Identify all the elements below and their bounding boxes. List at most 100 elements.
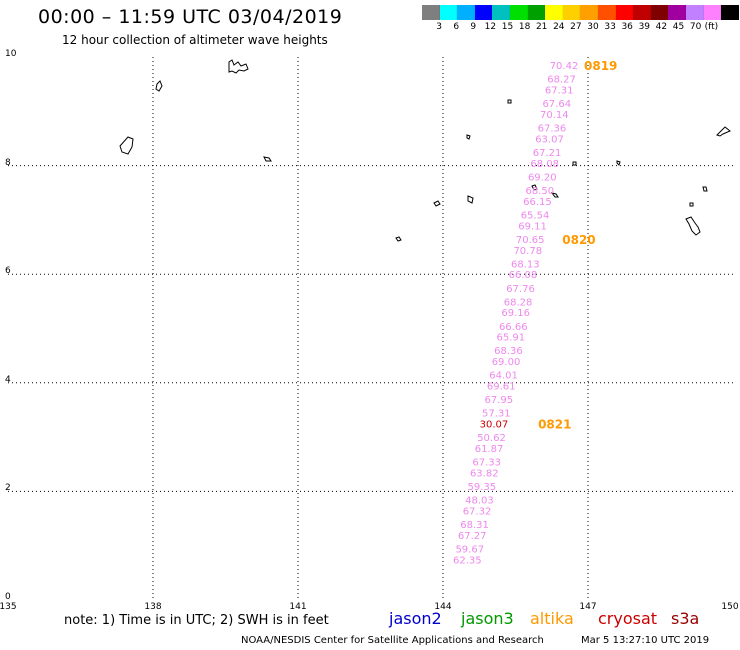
swh-value-label: 65.54	[521, 210, 550, 221]
latitude-label: 4	[5, 374, 11, 385]
longitude-label: 147	[579, 602, 597, 612]
island-outline	[616, 160, 621, 166]
colorbar-swatch	[509, 5, 528, 20]
colorbar-label: 42	[655, 22, 668, 32]
swh-value-label: 67.33	[472, 458, 501, 469]
map-subtitle: 12 hour collection of altimeter wave hei…	[62, 33, 328, 47]
swh-value-label: 68.50	[526, 186, 555, 197]
swh-value-label: 67.32	[463, 506, 492, 517]
longitude-label: 150	[721, 602, 739, 612]
swh-value-label: 62.35	[453, 555, 482, 566]
island-outline	[395, 236, 402, 242]
swh-value-label: 67.95	[484, 395, 513, 406]
colorbar-swatch	[527, 5, 546, 20]
colorbar-label: 24	[553, 22, 565, 32]
colorbar-swatch	[580, 5, 598, 20]
swh-value-label: 68.27	[547, 75, 576, 86]
island-outline	[702, 186, 708, 192]
colorbar-label: 12	[484, 22, 497, 32]
colorbar-swatch	[422, 5, 440, 20]
colorbar-label: 30	[587, 22, 599, 32]
colorbar-label: 39	[638, 22, 651, 32]
colorbar-swatch	[439, 5, 458, 20]
latitude-label: 6	[5, 266, 11, 277]
colorbar-swatch	[615, 5, 634, 20]
swh-value-label: 70.14	[540, 110, 569, 121]
satellite-legend-jason2: jason2	[389, 609, 442, 628]
colorbar-label: 70	[689, 22, 702, 32]
swh-value-label: 67.76	[506, 284, 535, 295]
swh-value-label: 48.03	[465, 496, 494, 507]
island-outline	[507, 99, 512, 104]
wave-height-colorbar	[422, 5, 739, 20]
latitude-label: 2	[5, 483, 11, 494]
swh-value-label: 63.07	[535, 134, 564, 145]
swh-value-label: 68.13	[511, 259, 540, 270]
colorbar-swatch	[668, 5, 686, 20]
swh-value-label: 70.78	[513, 246, 542, 257]
swh-value-label: 66.66	[499, 322, 528, 333]
colorbar-label: 36	[621, 22, 633, 32]
swh-value-label: 68.31	[460, 520, 489, 531]
pass-time-label: 0821	[538, 418, 571, 432]
generated-time: Mar 5 13:27:10 UTC 2019	[581, 635, 710, 646]
colorbar-label: 21	[535, 22, 548, 32]
island-outline	[572, 161, 577, 166]
swh-value-label: 68.28	[504, 297, 533, 308]
latitude-label: 8	[5, 157, 11, 168]
colorbar-label: 18	[518, 22, 531, 32]
colorbar-swatch	[492, 5, 510, 20]
swh-value-label: 69.11	[518, 221, 547, 232]
pass-time-label: 0819	[584, 59, 617, 73]
swh-value-label: 68.36	[494, 346, 523, 357]
island-outline	[467, 195, 474, 204]
longitude-label: 138	[144, 602, 162, 612]
colorbar-swatch	[650, 5, 669, 20]
island-outline	[716, 126, 731, 137]
island-outline	[550, 192, 559, 198]
longitude-label: 135	[0, 602, 17, 612]
grid-lines	[8, 57, 733, 600]
colorbar-label: 45	[672, 22, 685, 32]
swh-value-label: 30.07	[480, 420, 509, 431]
colorbar-swatch	[457, 5, 475, 20]
colorbar-swatch	[721, 5, 739, 20]
colorbar-swatch	[545, 5, 563, 20]
colorbar-swatch	[685, 5, 704, 20]
colorbar-swatch	[474, 5, 493, 20]
island-outline	[228, 59, 249, 74]
swh-value-label: 69.20	[528, 172, 557, 183]
colorbar-swatch	[597, 5, 616, 20]
swh-value-label: 64.01	[489, 371, 518, 382]
satellite-legend-s3a: s3a	[671, 609, 700, 628]
island-outline	[155, 80, 163, 92]
colorbar-swatch	[562, 5, 581, 20]
colorbar-label: 27	[570, 22, 582, 32]
swh-value-label: 63.82	[470, 468, 499, 479]
longitude-label: 144	[434, 602, 452, 612]
swh-value-label: 50.62	[477, 433, 506, 444]
latitude-label: 0	[5, 592, 11, 602]
swh-value-label: 67.21	[533, 148, 562, 159]
colorbar-unit: (ft)	[704, 22, 719, 32]
island-outline	[119, 136, 134, 155]
swh-value-label: 66.15	[523, 197, 552, 208]
longitude-label: 141	[289, 602, 307, 612]
colorbar-swatch	[633, 5, 651, 20]
colorbar-label: 33	[604, 22, 616, 32]
swh-value-label: 69.16	[501, 308, 530, 319]
colorbar-label: 9	[470, 22, 477, 32]
footer-note: note: 1) Time is in UTC; 2) SWH is in fe…	[64, 613, 329, 628]
satellite-legend-altika: altika	[530, 609, 574, 628]
swh-value-label: 67.27	[458, 531, 487, 542]
island-coastlines	[119, 59, 731, 242]
swh-value-label: 59.67	[455, 544, 484, 555]
island-outline	[263, 156, 272, 162]
swh-value-label: 57.31	[482, 409, 511, 420]
colorbar-label: 6	[453, 22, 460, 32]
island-outline	[685, 216, 701, 236]
swh-value-label: 61.87	[475, 444, 504, 455]
credit-line: NOAA/NESDIS Center for Satellite Applica…	[241, 635, 544, 646]
